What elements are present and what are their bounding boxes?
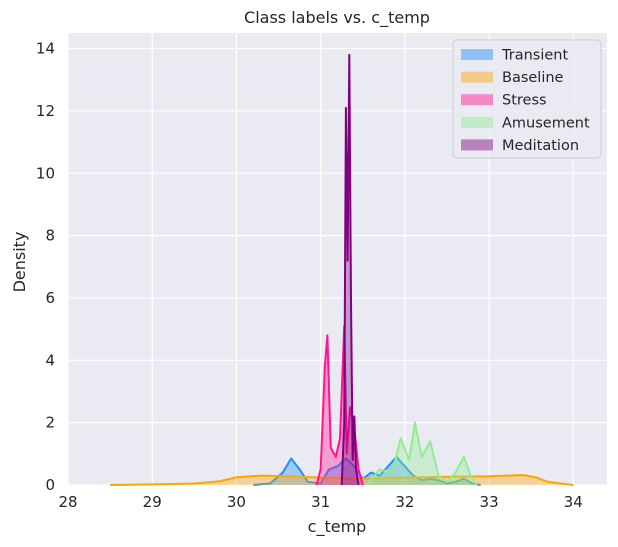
x-tick-label: 29	[143, 493, 162, 511]
legend-label: Meditation	[502, 138, 579, 154]
legend-box	[452, 39, 602, 159]
series-line-baseline	[110, 474, 574, 486]
x-axis-label: c_temp	[308, 517, 367, 537]
legend-swatch	[461, 71, 493, 83]
series-line-meditation	[340, 53, 360, 486]
y-tick-label: 6	[45, 289, 55, 307]
y-tick-label: 2	[45, 414, 55, 432]
legend-label: Stress	[502, 93, 547, 109]
legend-swatch	[461, 116, 493, 128]
chart-title: Class labels vs. c_temp	[244, 8, 430, 28]
y-tick-label: 0	[45, 476, 55, 494]
x-tick-label: 30	[227, 493, 246, 511]
legend-label: Amusement	[502, 115, 590, 131]
y-tick-label: 8	[45, 227, 55, 245]
y-tick-label: 4	[45, 351, 55, 369]
legend-swatch	[461, 94, 493, 106]
series-line-amusement	[366, 421, 478, 486]
series-layer	[110, 53, 574, 486]
x-tick-label: 34	[564, 493, 583, 511]
legend-swatch	[461, 139, 493, 151]
legend-label: Transient	[501, 48, 568, 64]
x-tick-label: 31	[311, 493, 330, 511]
y-axis-label: Density	[10, 232, 29, 293]
y-tick-label: 14	[36, 40, 55, 58]
x-tick-label: 33	[480, 493, 499, 511]
tick-labels: 28 29 30 31 32 33 34 0 2 4 6 8 10 12 14	[36, 40, 583, 511]
x-tick-label: 28	[58, 493, 77, 511]
x-tick-label: 32	[395, 493, 414, 511]
y-tick-label: 12	[36, 102, 55, 120]
series-area-amusement	[366, 422, 477, 485]
legend-swatch	[461, 49, 493, 60]
y-tick-label: 10	[36, 164, 55, 182]
legend-label: Baseline	[502, 70, 564, 86]
legend: Transient Baseline Stress Amusement Meditati…	[452, 39, 602, 159]
